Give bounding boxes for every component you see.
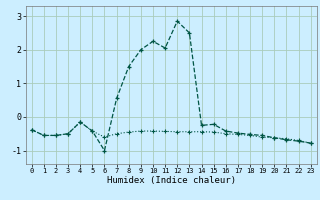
X-axis label: Humidex (Indice chaleur): Humidex (Indice chaleur) — [107, 176, 236, 185]
